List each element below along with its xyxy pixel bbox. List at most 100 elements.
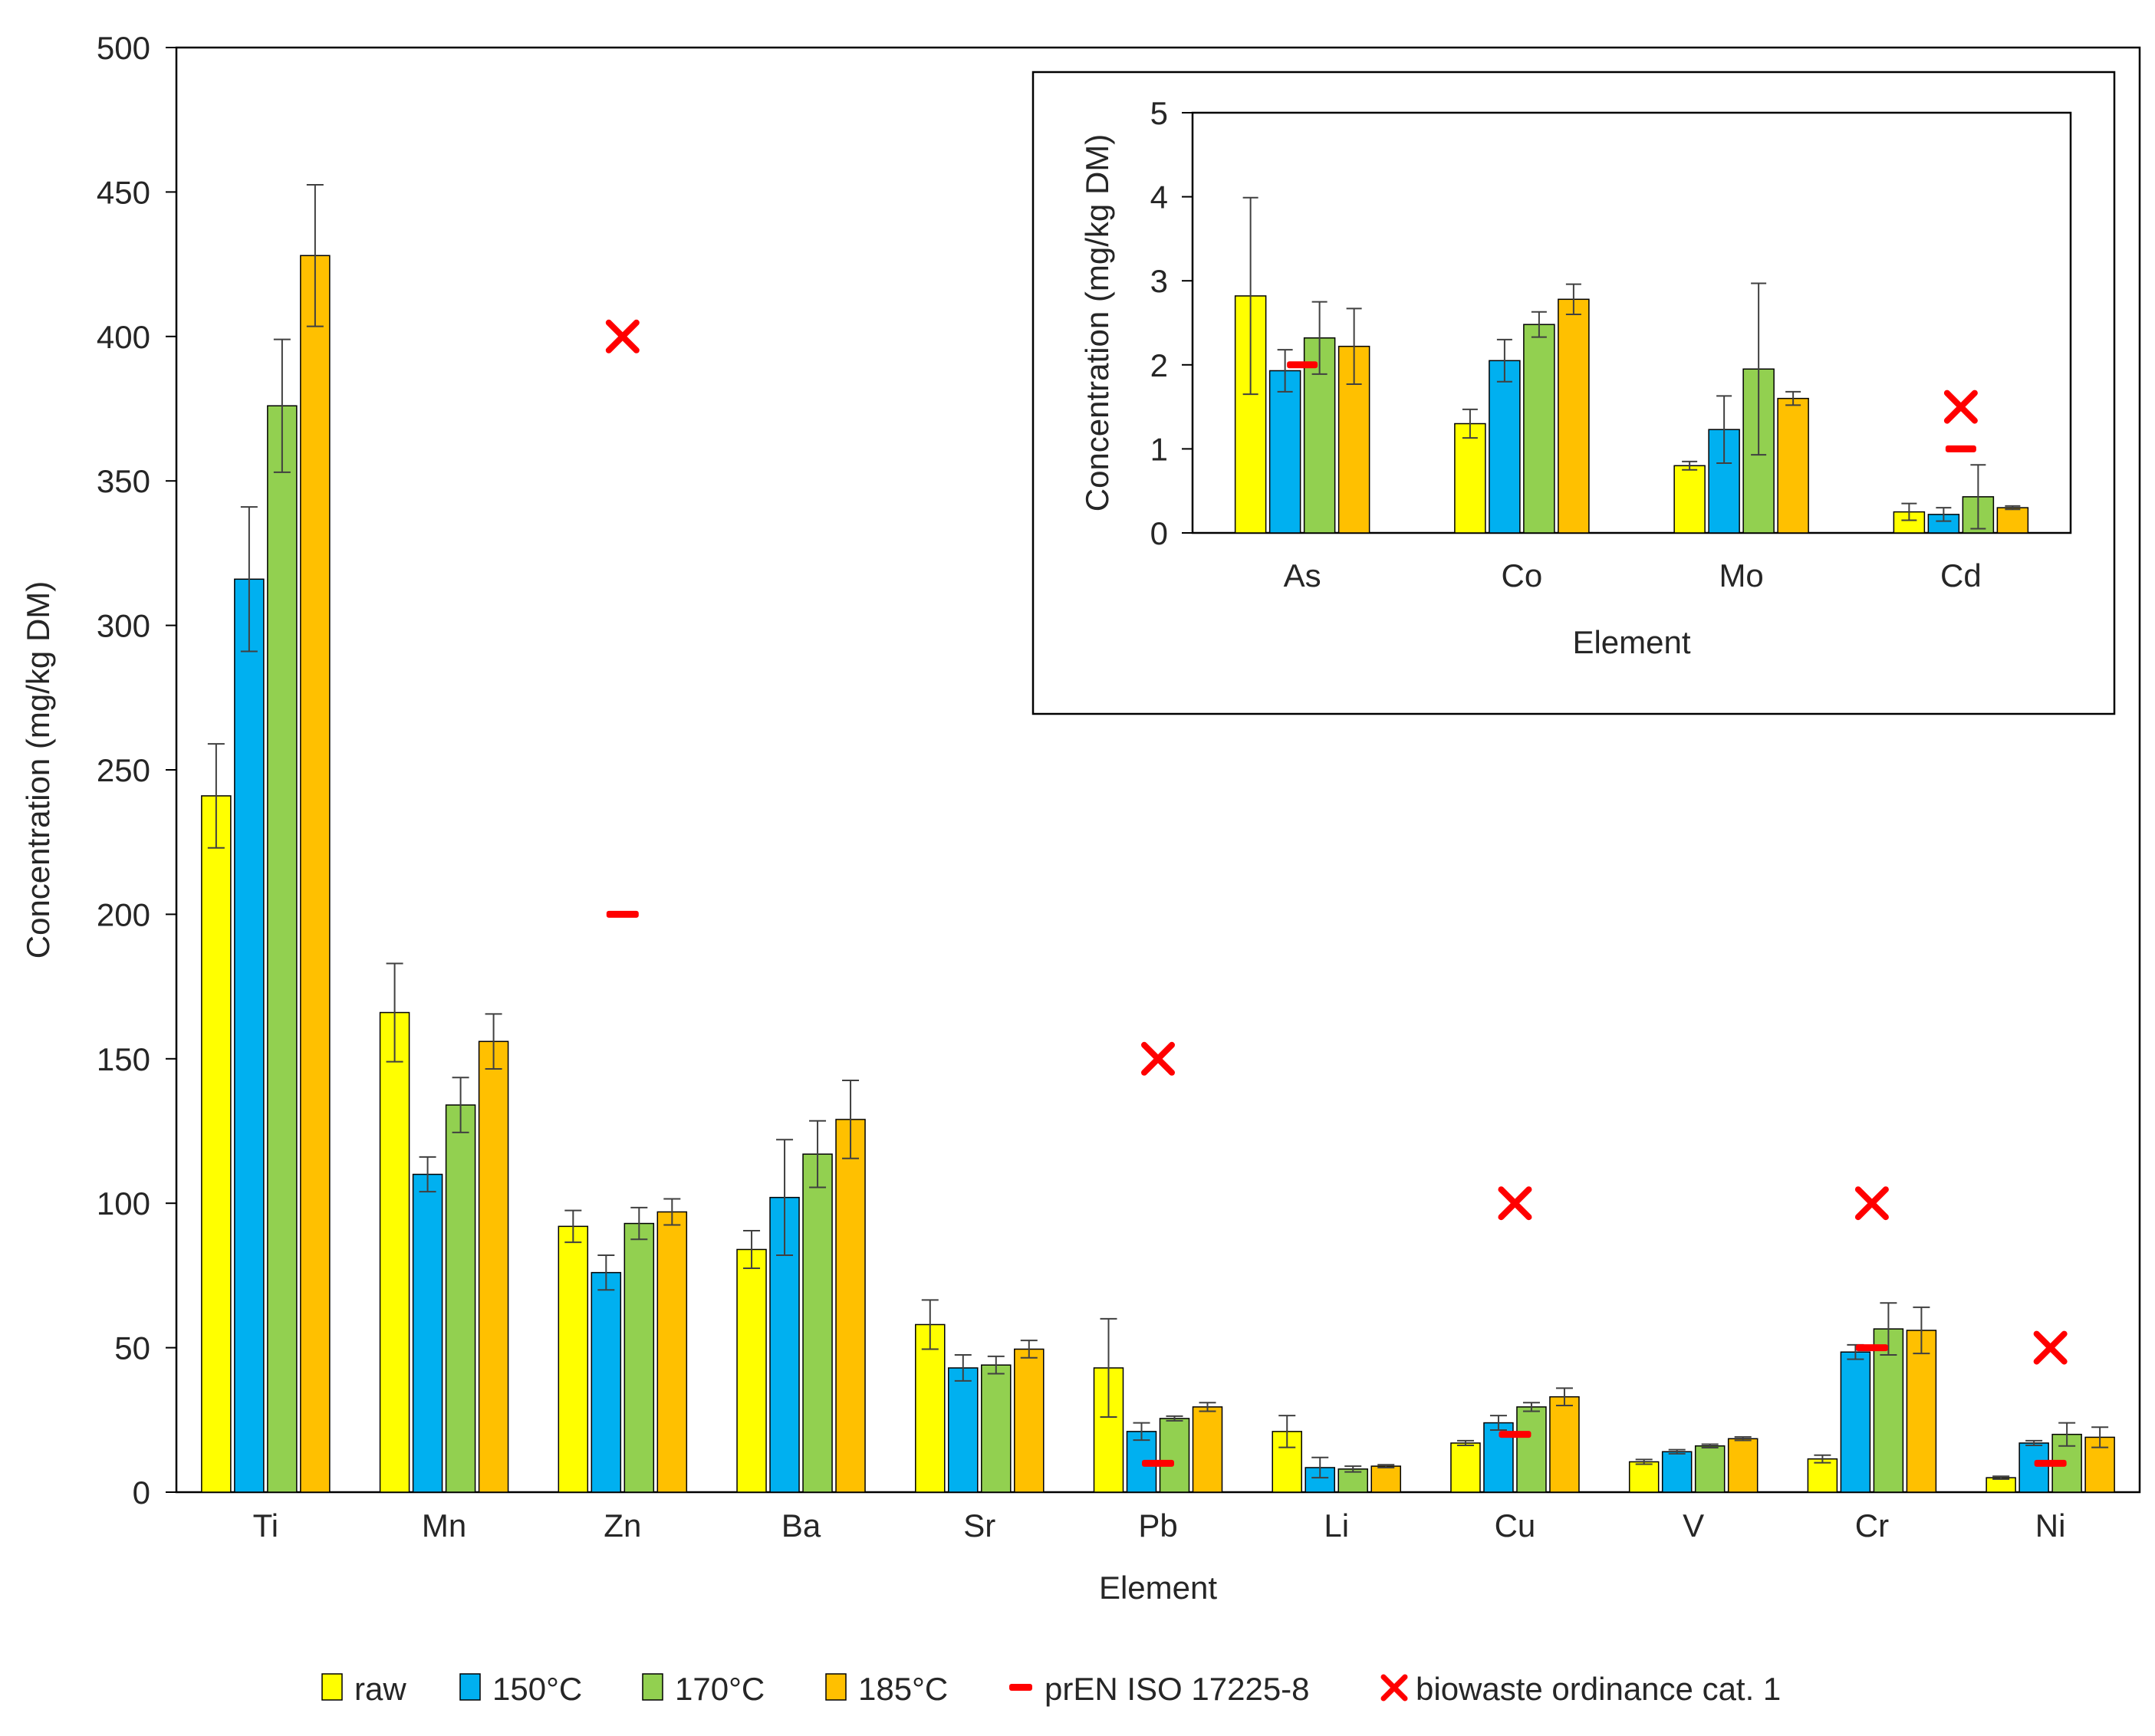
x-tick-label: Ti <box>253 1507 278 1544</box>
cross-stroke <box>1943 390 1978 424</box>
legend-item-2: 170°C <box>642 1671 765 1707</box>
x-tick-label: Cu <box>1495 1507 1536 1544</box>
legend-label: 170°C <box>675 1671 765 1707</box>
limit-marker-as <box>1287 361 1318 369</box>
y-tick-label: 200 <box>97 896 150 932</box>
bar-ba-2 <box>802 1153 833 1493</box>
bar-v-2 <box>1694 1445 1726 1493</box>
chart-inset: 0 1 2 3 4 5 As Co Mo Cd Element Concentration (mg/k… <box>1079 95 2072 660</box>
ordinance-marker-cd <box>1943 390 1978 424</box>
bar-cu-3 <box>1549 1396 1580 1493</box>
cross-stroke <box>1854 1186 1889 1221</box>
limit-marker-cd <box>1945 445 1976 452</box>
y-tick-label: 500 <box>97 30 150 66</box>
legend-item-5: biowaste ordinance cat. 1 <box>1380 1671 1781 1707</box>
limit-marker-ni <box>2034 1459 2067 1467</box>
x-tick-label: Ni <box>2035 1507 2066 1544</box>
y-axis-title: Concentration (mg/kg DM) <box>20 581 56 959</box>
y-tick-label: 1 <box>1150 431 1168 467</box>
limit-marker-zn <box>606 910 639 918</box>
bar-v-0 <box>1628 1461 1660 1493</box>
bar-cr-3 <box>1906 1330 1937 1493</box>
bar-cd-3 <box>1996 507 2029 534</box>
limit-marker-pb <box>1142 1459 1174 1467</box>
bar-pb-3 <box>1192 1406 1223 1493</box>
bar-ti-1 <box>234 578 265 1493</box>
x-tick-label: Ba <box>781 1507 821 1544</box>
x-tick-label: Zn <box>604 1507 641 1544</box>
bar-ba-3 <box>835 1119 866 1493</box>
bar-mn-1 <box>412 1173 443 1493</box>
ordinance-marker-cu <box>1498 1186 1532 1221</box>
y-tick-label: 4 <box>1150 179 1168 215</box>
x-axis-title: Element <box>1572 624 1690 660</box>
y-tick-label: 3 <box>1150 263 1168 299</box>
x-tick-label: Cd <box>1940 557 1982 593</box>
y-tick-label: 5 <box>1150 95 1168 131</box>
cross-stroke <box>605 319 640 353</box>
plot-frame <box>1191 111 2072 534</box>
legend-swatch <box>825 1673 847 1701</box>
x-tick-label: Li <box>1324 1507 1349 1544</box>
ordinance-marker-zn <box>605 319 640 353</box>
bar-cr-2 <box>1873 1328 1904 1493</box>
bar-ni-3 <box>2084 1436 2115 1493</box>
bar-mn-2 <box>445 1104 476 1493</box>
bar-sr-3 <box>1014 1348 1045 1493</box>
x-tick-label: V <box>1683 1507 1704 1544</box>
legend-label: biowaste ordinance cat. 1 <box>1416 1671 1781 1707</box>
bar-zn-3 <box>656 1211 688 1493</box>
bar-sr-1 <box>948 1367 979 1493</box>
bar-zn-0 <box>558 1225 589 1493</box>
y-tick-label: 350 <box>97 463 150 499</box>
x-tick-label: Mn <box>422 1507 466 1544</box>
x-tick-label: Co <box>1502 557 1543 593</box>
y-tick-label: 100 <box>97 1185 150 1221</box>
x-tick-label: Mo <box>1719 557 1763 593</box>
legend-item-0: raw <box>321 1671 406 1707</box>
bar-cr-1 <box>1840 1351 1871 1493</box>
bar-ba-0 <box>736 1248 767 1493</box>
y-tick-label: 300 <box>97 608 150 644</box>
legend-item-1: 150°C <box>459 1671 582 1707</box>
bar-mn-3 <box>478 1041 509 1493</box>
y-tick-label: 0 <box>133 1475 150 1511</box>
bar-co-2 <box>1523 324 1555 534</box>
bar-cu-2 <box>1516 1406 1547 1493</box>
ordinance-marker-pb <box>1141 1041 1175 1076</box>
x-tick-label: Pb <box>1138 1507 1177 1544</box>
bar-cu-0 <box>1450 1442 1481 1493</box>
y-axis-title: Concentration (mg/kg DM) <box>1079 134 1115 512</box>
bar-co-3 <box>1558 298 1590 534</box>
bar-zn-2 <box>623 1222 655 1493</box>
bar-ti-2 <box>267 405 298 1493</box>
bar-ti-0 <box>201 795 232 1493</box>
legend-swatch <box>642 1673 663 1701</box>
bar-ni-1 <box>2018 1442 2049 1493</box>
limit-marker-cu <box>1499 1431 1532 1438</box>
bar-v-1 <box>1661 1451 1693 1493</box>
bar-v-3 <box>1727 1438 1759 1493</box>
y-tick-label: 400 <box>97 319 150 355</box>
legend-item-3: 185°C <box>825 1671 948 1707</box>
bar-sr-2 <box>981 1364 1012 1493</box>
ordinance-marker-cr <box>1854 1186 1889 1221</box>
legend-label: prEN ISO 17225-8 <box>1045 1671 1310 1707</box>
bar-zn-1 <box>591 1271 622 1493</box>
bar-co-0 <box>1454 422 1486 534</box>
y-tick-label: 50 <box>114 1330 150 1366</box>
bar-mn-0 <box>379 1011 410 1493</box>
bar-mo-3 <box>1777 397 1809 534</box>
x-tick-label: Sr <box>963 1507 995 1544</box>
limit-marker-cr <box>1855 1344 1888 1352</box>
legend-item-4: prEN ISO 17225-8 <box>1009 1671 1310 1707</box>
y-tick-label: 0 <box>1150 515 1168 551</box>
legend-label: 150°C <box>492 1671 582 1707</box>
cross-stroke <box>2033 1330 2068 1365</box>
cross-stroke <box>1498 1186 1532 1221</box>
bar-mo-0 <box>1673 465 1706 534</box>
legend-swatch <box>321 1673 343 1701</box>
legend-swatch <box>459 1673 481 1701</box>
